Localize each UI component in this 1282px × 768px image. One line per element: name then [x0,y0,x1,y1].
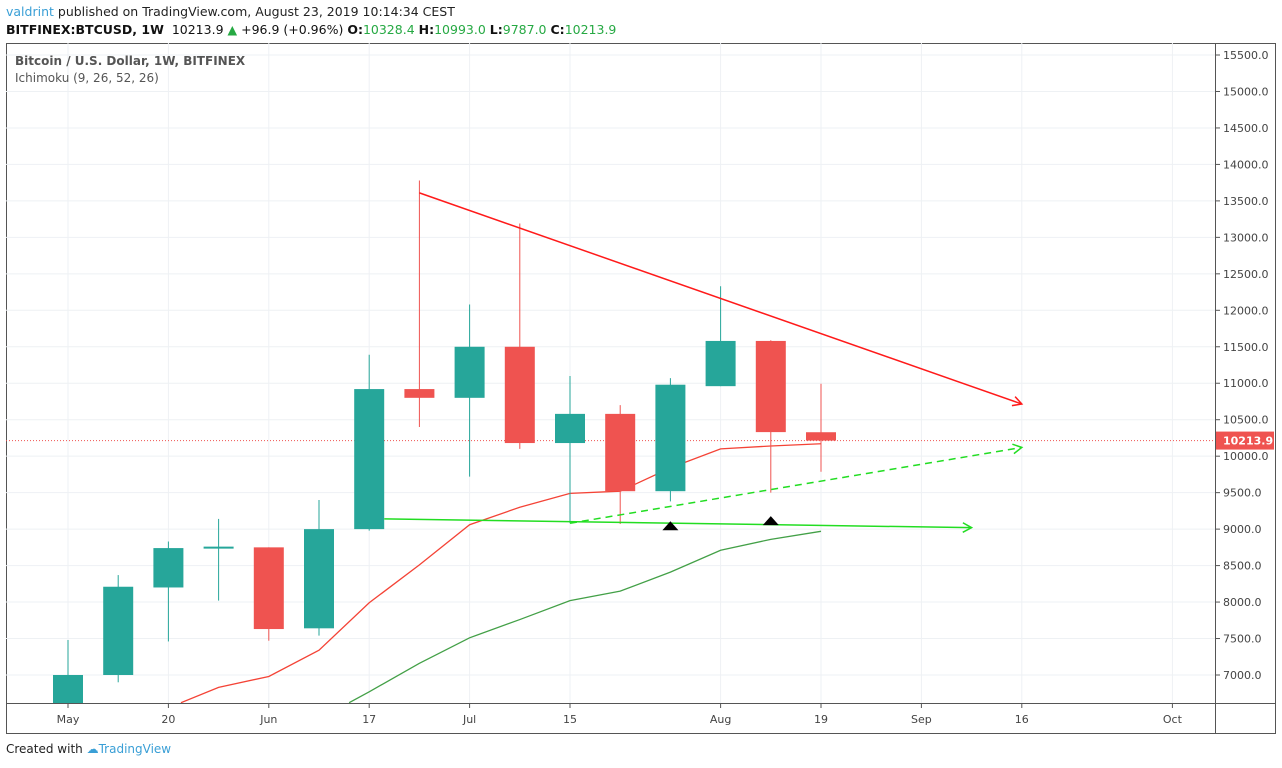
footer-text: Created with [6,742,83,756]
footer: Created with ☁TradingView [6,742,171,756]
candle-body [304,529,334,629]
y-tick-label: 13500.0 [1223,195,1269,208]
candle-body [806,432,836,441]
candle-body [404,389,435,398]
tradingview-link[interactable]: TradingView [98,742,172,756]
y-tick-label: 15000.0 [1223,85,1269,98]
green-dashed-trendline [569,446,1022,525]
plot-area [6,180,1215,703]
x-tick-label: Jun [259,713,277,726]
y-tick-label: 10500.0 [1223,414,1269,427]
y-tick-label: 14500.0 [1223,122,1269,135]
x-tick-label: Aug [710,713,731,726]
symbol: BITFINEX:BTCUSD, 1W [6,22,164,37]
chart-legend: Bitcoin / U.S. Dollar, 1W, BITFINEX Ichi… [15,53,245,87]
tradingview-logo-icon: ☁ [86,742,99,756]
ichimoku-red-line [180,443,822,703]
candle-body [103,586,134,675]
last-price-label: 10213.9 [1223,435,1273,448]
y-tick-label: 8000.0 [1223,596,1262,609]
last-price-badge [1216,431,1274,450]
candle-body [755,340,786,433]
green-dashed-trendline-arrowhead-icon [1012,443,1024,455]
y-tick-label: 13000.0 [1223,231,1269,244]
y-tick-label: 8500.0 [1223,560,1262,573]
y-tick-label: 11000.0 [1223,377,1269,390]
candle-body [454,346,485,398]
last-price: 10213.9 [171,22,224,37]
y-tick-label: 12000.0 [1223,304,1269,317]
up-triangle-icon: ▲ [227,22,238,37]
close-label: C: [550,22,565,37]
price-change: +96.9 (+0.96%) [241,22,344,37]
ichimoku-green-line [348,530,822,703]
legend-indicator[interactable]: Ichimoku (9, 26, 52, 26) [15,71,159,85]
candle-body [203,546,234,549]
green-support-line-arrowhead-icon [962,522,974,533]
triangle-marker-icon [662,521,679,531]
candle-body [504,346,535,444]
y-tick-label: 7500.0 [1223,633,1262,646]
y-tick-label: 11500.0 [1223,341,1269,354]
author-link[interactable]: valdrint [6,4,54,19]
open-label: O: [347,22,363,37]
chart-frame [6,43,1276,734]
candle-body [253,547,284,630]
low-label: L: [489,22,503,37]
x-tick-label: Oct [1163,713,1183,726]
low-value: 9787.0 [502,22,547,37]
publish-text: published on TradingView.com, August 23,… [57,4,455,19]
x-tick-label: Jul [462,713,476,726]
high-value: 10993.0 [434,22,486,37]
x-tick-label: 20 [161,713,175,726]
y-tick-label: 9500.0 [1223,487,1262,500]
candle-body [655,384,686,492]
candle-body [354,389,385,530]
triangle-marker-icon [762,516,779,526]
x-tick-label: 19 [814,713,828,726]
x-tick-label: 16 [1015,713,1029,726]
high-label: H: [418,22,435,37]
candle-body [605,413,636,492]
x-tick-label: May [57,713,80,726]
y-tick-label: 12500.0 [1223,268,1269,281]
green-support-line [384,518,972,529]
x-tick-label: 15 [563,713,577,726]
y-tick-label: 9000.0 [1223,523,1262,536]
y-tick-label: 15500.0 [1223,49,1269,62]
legend-title: Bitcoin / U.S. Dollar, 1W, BITFINEX [15,54,246,68]
candle-body [555,413,585,444]
y-tick-label: 14000.0 [1223,158,1269,171]
candle-body [53,675,83,703]
symbol-info: BITFINEX:BTCUSD, 1W 10213.9 ▲ +96.9 (+0.… [6,22,616,37]
red-resistance-trendline [419,192,1023,405]
close-value: 10213.9 [564,22,617,37]
candle-body [705,340,736,387]
y-tick-label: 10000.0 [1223,450,1269,463]
y-tick-label: 7000.0 [1223,669,1262,682]
x-tick-label: Sep [911,713,932,726]
candle-body [153,548,184,588]
x-tick-label: 17 [362,713,376,726]
publish-info: valdrint published on TradingView.com, A… [6,4,455,19]
red-resistance-trendline-arrowhead-icon [1011,396,1024,407]
open-value: 10328.4 [362,22,415,37]
